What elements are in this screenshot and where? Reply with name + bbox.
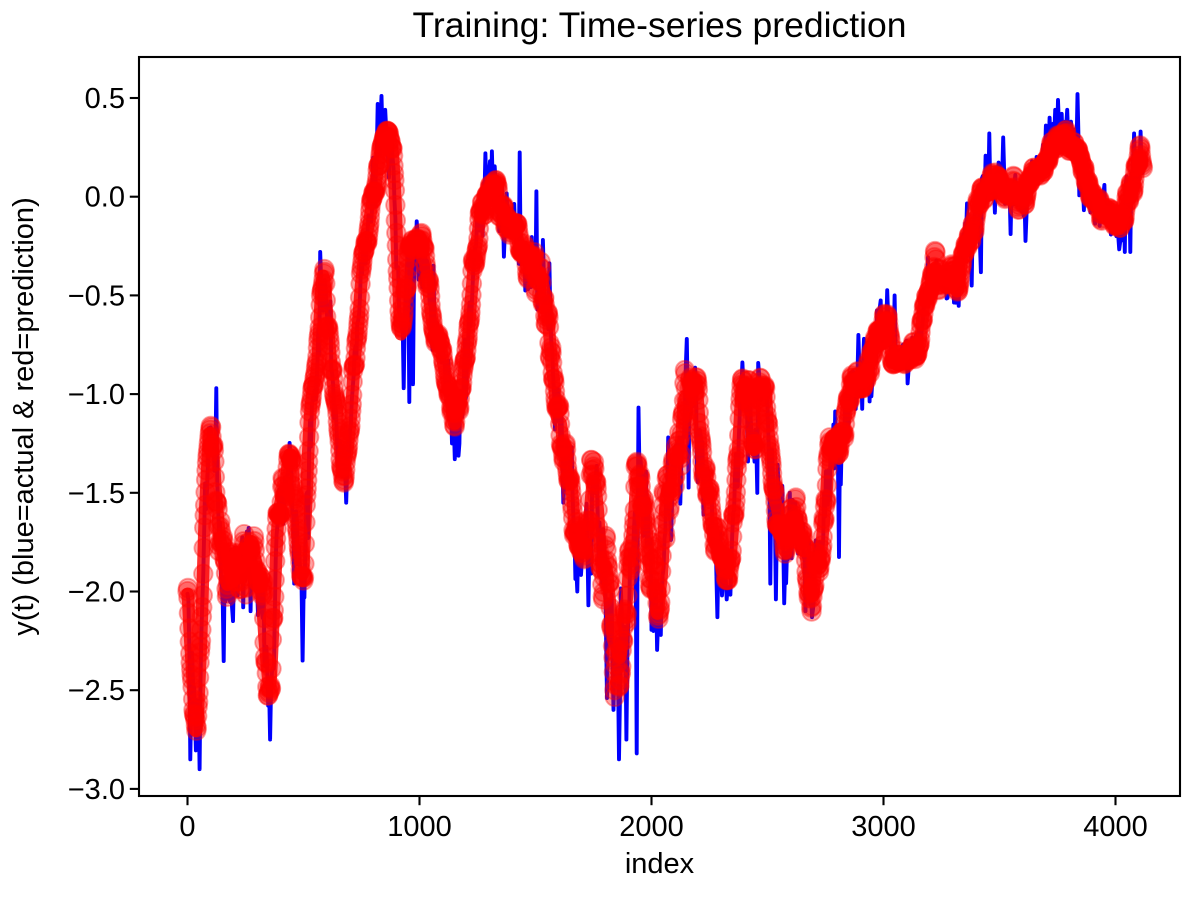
svg-text:1000: 1000 bbox=[387, 811, 452, 843]
svg-text:−3.0: −3.0 bbox=[68, 774, 125, 806]
svg-text:0.5: 0.5 bbox=[85, 83, 125, 115]
svg-text:3000: 3000 bbox=[851, 811, 916, 843]
svg-text:−2.0: −2.0 bbox=[68, 577, 125, 609]
svg-text:−1.0: −1.0 bbox=[68, 379, 125, 411]
svg-text:index: index bbox=[625, 848, 695, 880]
svg-text:2000: 2000 bbox=[619, 811, 684, 843]
svg-text:−0.5: −0.5 bbox=[68, 280, 125, 312]
svg-text:−1.5: −1.5 bbox=[68, 478, 125, 510]
svg-text:Training: Time-series predicti: Training: Time-series prediction bbox=[413, 5, 907, 45]
svg-text:4000: 4000 bbox=[1083, 811, 1148, 843]
svg-text:y(t) (blue=actual & red=predic: y(t) (blue=actual & red=prediction) bbox=[8, 197, 40, 635]
svg-text:0.0: 0.0 bbox=[85, 182, 125, 214]
svg-text:0: 0 bbox=[179, 811, 195, 843]
svg-text:−2.5: −2.5 bbox=[68, 675, 125, 707]
